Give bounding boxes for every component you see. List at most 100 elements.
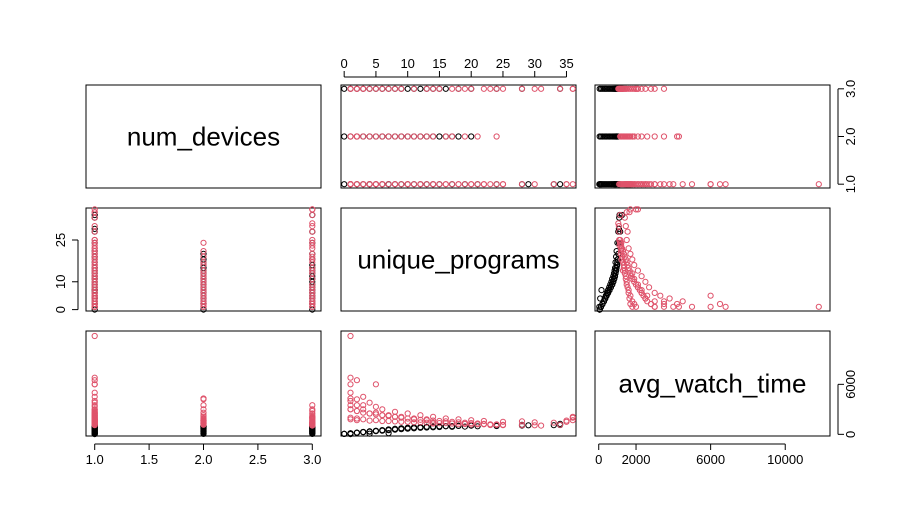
bottom_left-tick-label-3: 2.5 <box>249 452 267 467</box>
point-avg_watch_time-vs-unique_programs-26 <box>385 430 392 437</box>
point-num_devices-vs-avg_watch_time-102 <box>657 181 664 188</box>
point-avg_watch_time-vs-num_devices-95 <box>91 397 98 405</box>
point-num_devices-vs-unique_programs-101 <box>366 181 373 188</box>
top-tick-label-4: 20 <box>464 56 478 71</box>
point-avg_watch_time-vs-unique_programs-123 <box>366 417 373 424</box>
point-avg_watch_time-vs-unique_programs-85 <box>449 418 456 425</box>
point-num_devices-vs-unique_programs-159 <box>353 85 360 92</box>
point-avg_watch_time-vs-unique_programs-171 <box>569 413 576 420</box>
point-avg_watch_time-vs-unique_programs-155 <box>499 421 507 428</box>
point-avg_watch_time-vs-num_devices-163 <box>309 406 316 413</box>
point-num_devices-vs-unique_programs-150 <box>423 85 430 92</box>
point-avg_watch_time-vs-unique_programs-142 <box>353 396 360 403</box>
point-avg_watch_time-vs-unique_programs-164 <box>360 402 367 409</box>
point-avg_watch_time-vs-unique_programs-140 <box>423 416 430 423</box>
point-avg_watch_time-vs-unique_programs-151 <box>436 420 443 427</box>
point-unique_programs-vs-avg_watch_time-169 <box>615 223 623 230</box>
point-avg_watch_time-vs-unique_programs-99 <box>347 374 354 381</box>
point-unique_programs-vs-avg_watch_time-139 <box>631 275 638 283</box>
point-num_devices-vs-unique_programs-125 <box>391 133 399 140</box>
point-num_devices-vs-unique_programs-77 <box>398 181 405 188</box>
point-avg_watch_time-vs-unique_programs-125 <box>391 418 399 425</box>
point-unique_programs-vs-avg_watch_time-26 <box>598 287 605 294</box>
point-unique_programs-vs-num_devices-120 <box>91 292 98 299</box>
point-num_devices-vs-unique_programs-140 <box>423 133 430 140</box>
point-unique_programs-vs-avg_watch_time-149 <box>622 275 629 283</box>
point-unique_programs-vs-num_devices-117 <box>91 206 98 213</box>
point-avg_watch_time-vs-unique_programs-160 <box>366 410 373 417</box>
point-num_devices-vs-unique_programs-118 <box>563 181 570 188</box>
point-unique_programs-vs-avg_watch_time-112 <box>623 236 630 244</box>
point-num_devices-vs-avg_watch_time-105 <box>642 181 649 188</box>
point-num_devices-vs-unique_programs-45 <box>455 133 462 140</box>
bottom_left-tick-label-4: 3.0 <box>303 452 321 467</box>
point-unique_programs-vs-num_devices-172 <box>309 239 316 246</box>
point-unique_programs-vs-num_devices-156 <box>309 228 316 235</box>
point-num_devices-vs-avg_watch_time-116 <box>623 181 630 188</box>
point-unique_programs-vs-avg_watch_time-126 <box>623 278 630 285</box>
point-unique_programs-vs-num_devices-169 <box>309 223 316 230</box>
point-avg_watch_time-vs-unique_programs-115 <box>550 419 557 426</box>
panel-num_devices-vs-unique_programs <box>340 84 577 189</box>
point-unique_programs-vs-avg_watch_time-101 <box>666 295 673 302</box>
point-unique_programs-vs-avg_watch_time-146 <box>627 292 634 299</box>
point-num_devices-vs-unique_programs-0 <box>341 181 348 188</box>
point-num_devices-vs-unique_programs-137 <box>385 133 392 140</box>
point-unique_programs-vs-avg_watch_time-61 <box>613 267 620 274</box>
point-unique_programs-vs-num_devices-164 <box>309 298 316 305</box>
diagonal-label-unique_programs: unique_programs <box>357 245 559 275</box>
right_top-tick-label-2: 3.0 <box>843 80 858 98</box>
point-unique_programs-vs-avg_watch_time-114 <box>622 223 629 230</box>
point-unique_programs-vs-avg_watch_time-161 <box>638 289 645 296</box>
point-num_devices-vs-unique_programs-81 <box>423 181 430 188</box>
point-avg_watch_time-vs-unique_programs-172 <box>493 421 500 428</box>
point-unique_programs-vs-avg_watch_time-151 <box>620 264 628 271</box>
point-unique_programs-vs-avg_watch_time-97 <box>707 303 714 310</box>
point-avg_watch_time-vs-unique_programs-149 <box>410 419 418 426</box>
point-avg_watch_time-vs-unique_programs-56 <box>398 425 405 432</box>
point-num_devices-vs-unique_programs-124 <box>379 133 386 140</box>
point-avg_watch_time-vs-unique_programs-106 <box>417 412 424 419</box>
point-num_devices-vs-unique_programs-166 <box>455 85 462 92</box>
point-unique_programs-vs-avg_watch_time-102 <box>657 292 664 299</box>
point-num_devices-vs-unique_programs-119 <box>347 181 354 188</box>
point-num_devices-vs-unique_programs-120 <box>372 181 379 188</box>
point-avg_watch_time-vs-num_devices-136 <box>200 409 207 416</box>
panel-avg_watch_time-vs-unique_programs <box>340 330 577 437</box>
point-avg_watch_time-vs-unique_programs-102 <box>372 403 379 410</box>
point-unique_programs-vs-avg_watch_time-165 <box>619 267 627 274</box>
point-num_devices-vs-unique_programs-171 <box>569 85 576 92</box>
point-avg_watch_time-vs-unique_programs-17 <box>461 423 468 430</box>
right_bottom-tick-label-1: 6000 <box>843 370 858 399</box>
point-num_devices-vs-unique_programs-165 <box>430 85 437 92</box>
point-unique_programs-vs-avg_watch_time-115 <box>621 214 628 221</box>
bottom_right-tick-label-2: 6000 <box>696 452 725 467</box>
point-unique_programs-vs-num_devices-140 <box>200 270 207 277</box>
point-unique_programs-vs-avg_watch_time-172 <box>618 239 625 246</box>
point-num_devices-vs-avg_watch_time-120 <box>707 181 714 188</box>
point-num_devices-vs-avg_watch_time-135 <box>651 133 658 140</box>
point-avg_watch_time-vs-unique_programs-161 <box>379 412 386 419</box>
top-tick-label-7: 35 <box>559 56 573 71</box>
point-unique_programs-vs-num_devices-141 <box>200 303 207 310</box>
point-num_devices-vs-unique_programs-163 <box>347 85 354 92</box>
point-avg_watch_time-vs-unique_programs-148 <box>398 418 405 425</box>
point-num_devices-vs-avg_watch_time-95 <box>670 181 677 188</box>
point-avg_watch_time-vs-unique_programs-120 <box>372 381 379 388</box>
point-unique_programs-vs-num_devices-168 <box>309 242 316 249</box>
point-unique_programs-vs-avg_watch_time-104 <box>646 284 653 291</box>
left_middle-tick-label-2: 25 <box>53 233 68 247</box>
point-unique_programs-vs-avg_watch_time-120 <box>707 292 714 299</box>
point-num_devices-vs-unique_programs-85 <box>449 181 456 188</box>
point-avg_watch_time-vs-num_devices-160 <box>309 410 316 417</box>
point-unique_programs-vs-avg_watch_time-109 <box>629 256 636 263</box>
point-avg_watch_time-vs-num_devices-100 <box>91 393 98 400</box>
point-num_devices-vs-avg_watch_time-133 <box>617 133 624 140</box>
point-num_devices-vs-unique_programs-139 <box>410 133 418 140</box>
point-avg_watch_time-vs-num_devices-118 <box>91 417 98 424</box>
point-unique_programs-vs-avg_watch_time-163 <box>651 303 658 310</box>
point-avg_watch_time-vs-unique_programs-159 <box>353 407 360 415</box>
point-num_devices-vs-unique_programs-123 <box>366 133 373 140</box>
point-unique_programs-vs-avg_watch_time-58 <box>611 275 618 283</box>
